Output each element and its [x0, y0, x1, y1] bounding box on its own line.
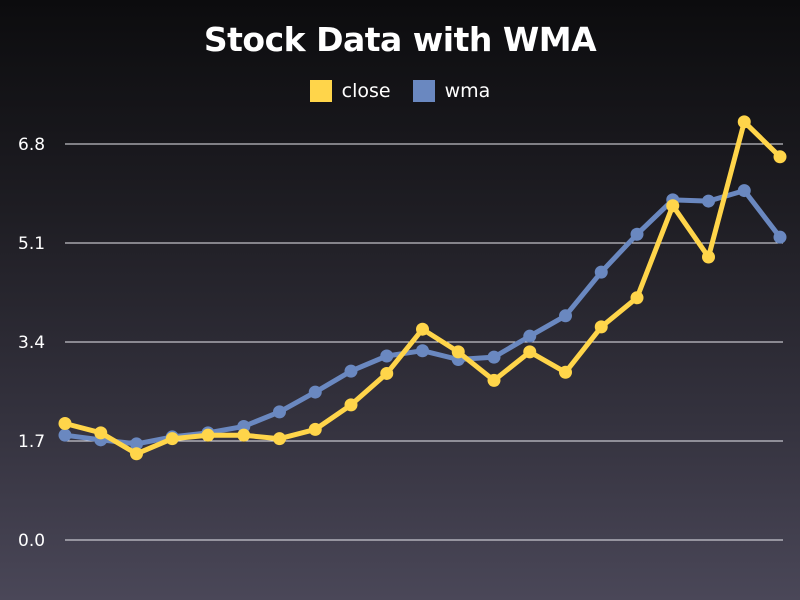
data-point-wma[interactable] [487, 350, 501, 364]
data-point-close[interactable] [523, 345, 537, 359]
data-point-wma[interactable] [130, 437, 143, 451]
series-line-wma [64, 188, 782, 447]
data-point-close[interactable] [58, 417, 72, 431]
data-point-close[interactable] [666, 199, 680, 213]
legend-label-wma: wma [444, 80, 491, 102]
data-point-wma[interactable] [630, 227, 644, 241]
data-point-wma[interactable] [344, 364, 358, 378]
data-point-close[interactable] [559, 365, 572, 379]
data-point-close[interactable] [165, 432, 179, 446]
y-tick-label: 3.4 [18, 333, 45, 353]
data-point-close[interactable] [451, 345, 465, 359]
data-point-close[interactable] [380, 366, 394, 380]
legend-swatch-close [309, 80, 332, 102]
data-point-close[interactable] [737, 115, 751, 129]
legend: close wma [0, 80, 800, 102]
data-point-close[interactable] [773, 150, 787, 164]
data-point-wma[interactable] [58, 428, 72, 442]
data-point-wma[interactable] [737, 184, 751, 198]
y-tick-label: 0.0 [18, 531, 45, 551]
data-point-wma[interactable] [702, 194, 715, 208]
data-point-wma[interactable] [594, 265, 608, 279]
data-point-close[interactable] [630, 291, 644, 305]
data-point-wma[interactable] [559, 309, 572, 323]
legend-label-close: close [341, 80, 391, 102]
data-point-close[interactable] [702, 250, 715, 264]
data-point-close[interactable] [237, 428, 251, 442]
data-point-close[interactable] [594, 320, 608, 334]
data-point-wma[interactable] [380, 349, 394, 363]
y-tick-label: 5.1 [18, 234, 45, 254]
data-point-close[interactable] [94, 426, 108, 440]
data-point-wma[interactable] [773, 230, 787, 244]
data-point-close[interactable] [344, 398, 358, 412]
legend-item-wma[interactable]: wma [412, 80, 491, 102]
data-point-wma[interactable] [416, 344, 429, 358]
data-point-wma[interactable] [523, 329, 537, 343]
y-tick-label: 1.7 [18, 432, 45, 452]
data-point-close[interactable] [487, 373, 501, 387]
data-point-close[interactable] [273, 432, 286, 446]
data-point-wma[interactable] [308, 385, 322, 399]
data-point-wma[interactable] [273, 405, 286, 419]
series-line-close [64, 119, 782, 457]
data-point-close[interactable] [130, 447, 143, 461]
legend-swatch-wma [412, 80, 435, 102]
y-tick-label: 6.8 [18, 135, 45, 155]
data-point-close[interactable] [308, 422, 322, 436]
data-point-close[interactable] [201, 428, 215, 442]
legend-item-close[interactable]: close [309, 80, 391, 102]
data-point-close[interactable] [416, 322, 429, 336]
chart-title: Stock Data with WMA [203, 20, 597, 59]
